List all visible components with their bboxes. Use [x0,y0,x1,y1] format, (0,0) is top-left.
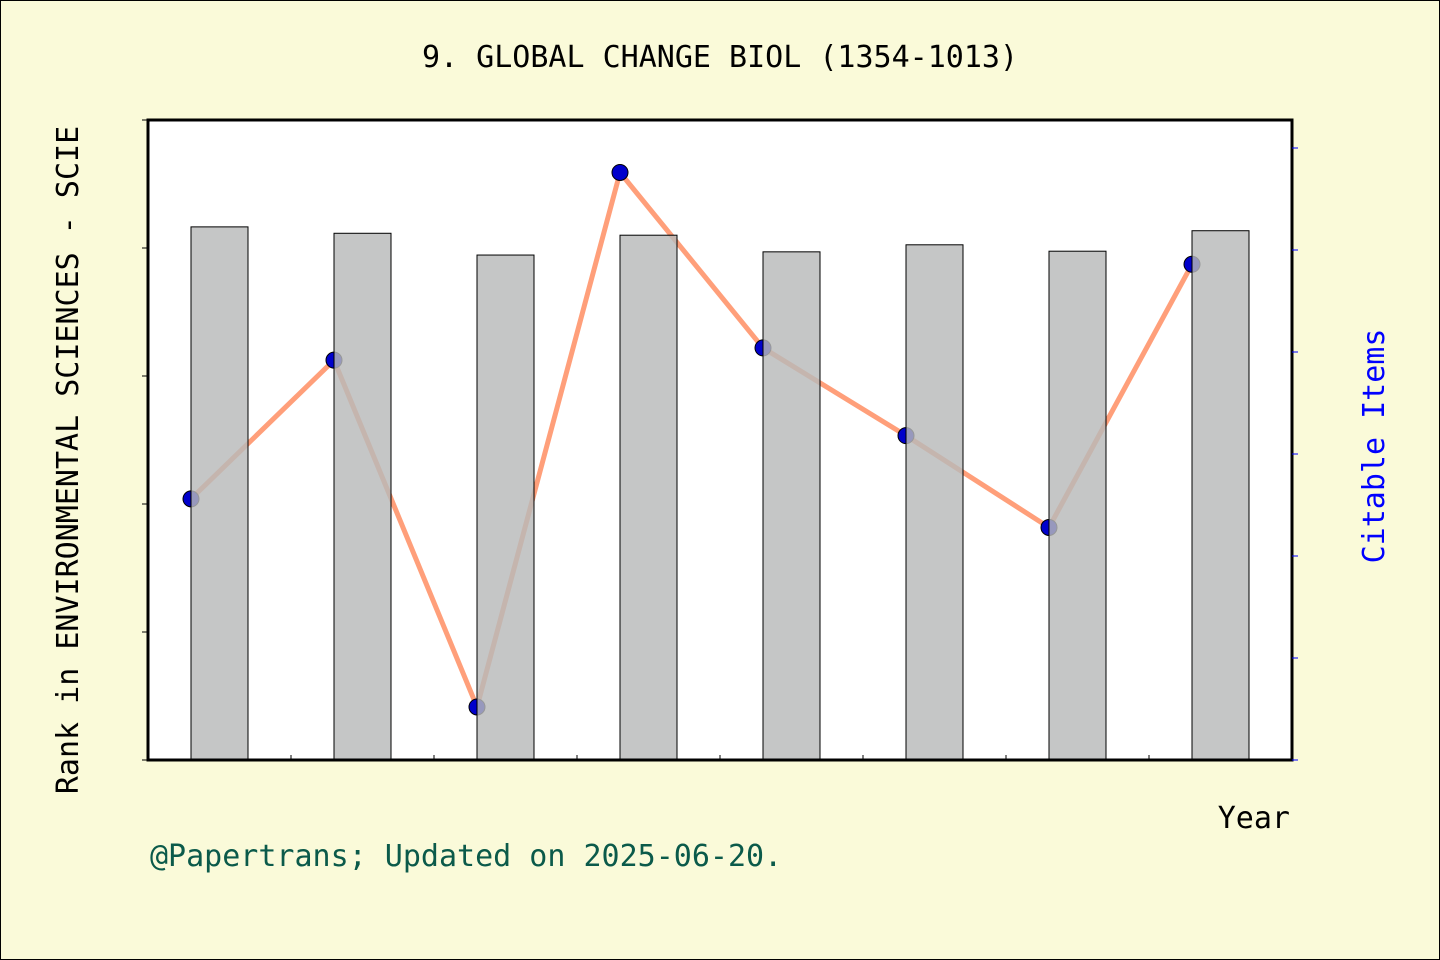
citable-items-marker [611,163,629,181]
bar-2021 [619,234,678,761]
bar-2023 [905,244,964,761]
bar-2020 [476,254,535,761]
y-axis-right-label: Citable Items [1357,329,1392,564]
chart-title: 9. GLOBAL CHANGE BIOL (1354-1013) [422,40,1018,75]
footer-credit: @Papertrans; Updated on 2025-06-20. [150,839,782,874]
x-axis-label: Year [1218,801,1290,836]
bar-2024 [1048,250,1107,761]
bar-2022 [762,251,821,761]
y-axis-left-label: Rank in ENVIRONMENTAL SCIENCES - SCIE [51,126,86,794]
plot-area [148,120,1292,760]
bar-2025 [1191,230,1250,761]
bar-2019 [333,232,392,761]
bar-2018 [190,226,249,761]
